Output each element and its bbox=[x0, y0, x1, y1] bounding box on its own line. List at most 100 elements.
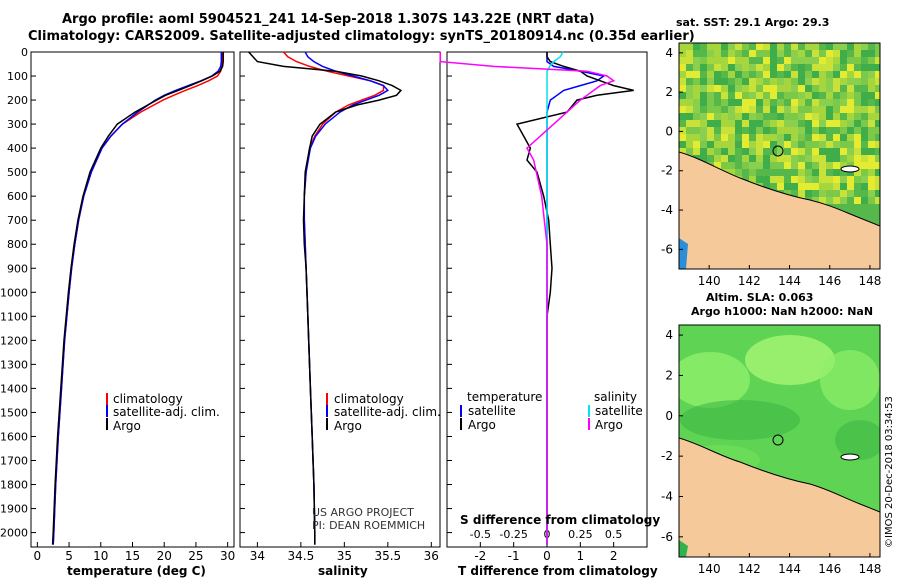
map-lat-label: -4 bbox=[661, 489, 673, 503]
sst-cell bbox=[784, 134, 791, 141]
sla-argo-marker bbox=[772, 434, 784, 446]
sst-cell bbox=[784, 85, 791, 92]
sst-cell bbox=[770, 141, 777, 148]
sst-cell bbox=[812, 197, 819, 204]
sst-cell bbox=[791, 78, 798, 85]
sst-cell bbox=[854, 148, 861, 155]
sst-cell bbox=[763, 162, 770, 169]
sst-cell bbox=[742, 92, 749, 99]
sst-cell bbox=[721, 127, 728, 134]
sst-cell bbox=[791, 134, 798, 141]
sst-cell bbox=[707, 155, 714, 162]
sst-cell bbox=[700, 78, 707, 85]
map-lon-label: 146 bbox=[818, 274, 841, 288]
sst-cell bbox=[679, 85, 686, 92]
sst-cell bbox=[854, 155, 861, 162]
salinity-panel-frame bbox=[239, 51, 441, 548]
sst-island bbox=[840, 165, 860, 173]
depth-tick-label: 1700 bbox=[0, 454, 28, 467]
x-tick-label: 1 bbox=[577, 549, 585, 563]
sst-cell bbox=[812, 120, 819, 127]
sst-cell bbox=[805, 176, 812, 183]
x-tick-label: 30 bbox=[220, 549, 235, 563]
sst-cell bbox=[756, 155, 763, 162]
sst-cell bbox=[875, 78, 880, 85]
sst-cell bbox=[742, 141, 749, 148]
sst-cell bbox=[826, 106, 833, 113]
sst-cell bbox=[861, 162, 868, 169]
sst-cell bbox=[840, 120, 847, 127]
sst-cell bbox=[686, 99, 693, 106]
sst-cell bbox=[791, 155, 798, 162]
sst-cell bbox=[847, 57, 854, 64]
sst-cell bbox=[784, 120, 791, 127]
sst-cell bbox=[791, 127, 798, 134]
sst-cell bbox=[840, 176, 847, 183]
sst-map-frame bbox=[678, 42, 881, 270]
sst-cell bbox=[868, 78, 875, 85]
depth-tick-label: 1300 bbox=[0, 358, 28, 371]
sst-cell bbox=[721, 155, 728, 162]
sst-cell bbox=[868, 155, 875, 162]
sst-cell bbox=[805, 71, 812, 78]
title-line-1: Argo profile: aoml 5904521_241 14-Sep-20… bbox=[62, 12, 595, 27]
sst-cell bbox=[693, 50, 700, 57]
difference-t-argo-line bbox=[515, 52, 634, 545]
sst-cell bbox=[707, 50, 714, 57]
sst-cell bbox=[728, 99, 735, 106]
sst-cell bbox=[812, 134, 819, 141]
sst-cell bbox=[861, 99, 868, 106]
sst-cell bbox=[700, 57, 707, 64]
sst-cell bbox=[819, 71, 826, 78]
sst-cell bbox=[805, 43, 812, 50]
salinity-satellite-adj-clim--line bbox=[303, 51, 389, 545]
sst-cell bbox=[756, 50, 763, 57]
sst-cell bbox=[840, 113, 847, 120]
depth-axis: 0 100 200 300 400 500 600 700 800 900 1000 1100 1200… bbox=[0, 46, 452, 540]
sst-cell bbox=[791, 85, 798, 92]
sst-cell bbox=[679, 64, 686, 71]
map-lon-label: 146 bbox=[818, 562, 841, 576]
sst-cell bbox=[721, 99, 728, 106]
sst-cell bbox=[749, 78, 756, 85]
sst-cell bbox=[700, 71, 707, 78]
sst-cell bbox=[735, 169, 742, 176]
sst-cell bbox=[854, 120, 861, 127]
sst-cell bbox=[742, 106, 749, 113]
sst-cell bbox=[714, 78, 721, 85]
sst-cell bbox=[868, 43, 875, 50]
map-lat-label: 2 bbox=[665, 85, 673, 99]
sst-cell bbox=[700, 134, 707, 141]
sst-cell bbox=[749, 113, 756, 120]
x-tick-label: 25 bbox=[188, 549, 203, 563]
sst-cell bbox=[686, 85, 693, 92]
sst-cell bbox=[826, 176, 833, 183]
sst-cell bbox=[847, 141, 854, 148]
sst-cell bbox=[721, 106, 728, 113]
s-difference-label: S difference from climatology bbox=[460, 513, 660, 527]
sst-cell bbox=[840, 155, 847, 162]
sst-cell bbox=[875, 155, 880, 162]
sst-cell bbox=[819, 78, 826, 85]
sst-cell bbox=[763, 169, 770, 176]
sst-cell bbox=[686, 134, 693, 141]
x-tick-label: 0 bbox=[34, 549, 42, 563]
sst-cell bbox=[721, 50, 728, 57]
sst-cell bbox=[714, 71, 721, 78]
legend-climatology-text: climatology bbox=[334, 392, 404, 406]
sst-cell bbox=[700, 43, 707, 50]
sst-cell bbox=[805, 120, 812, 127]
sst-cell bbox=[812, 155, 819, 162]
temperature-satellite-adj-clim--line bbox=[52, 52, 223, 545]
sst-cell bbox=[868, 183, 875, 190]
sst-cell bbox=[700, 120, 707, 127]
sst-cell bbox=[805, 169, 812, 176]
sst-cell bbox=[840, 106, 847, 113]
sst-cell bbox=[679, 57, 686, 64]
sst-cell bbox=[812, 148, 819, 155]
sst-cell bbox=[847, 127, 854, 134]
sst-cell bbox=[875, 64, 880, 71]
sst-cell bbox=[847, 176, 854, 183]
sst-cell bbox=[875, 120, 880, 127]
difference-legend: temperature salinity satellite Argo sate… bbox=[460, 390, 643, 432]
